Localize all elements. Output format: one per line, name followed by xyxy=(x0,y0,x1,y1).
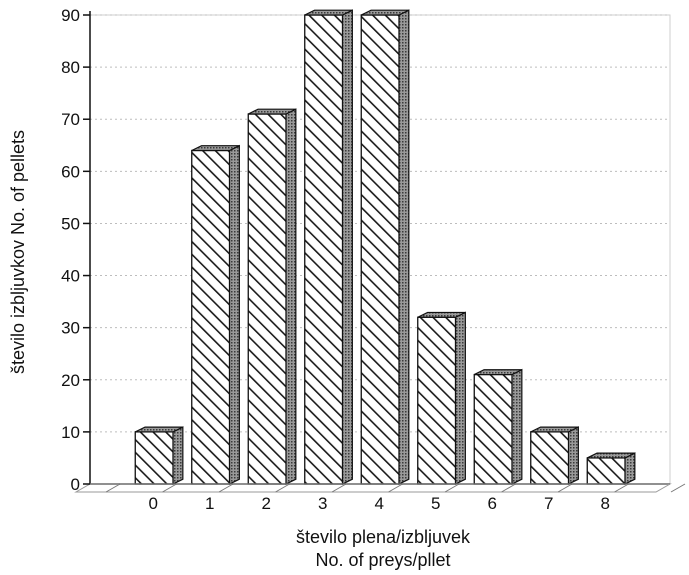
bar-face-2 xyxy=(247,113,287,485)
y-tick-label-70: 70 xyxy=(61,110,80,129)
x-tick-label-7: 7 xyxy=(544,494,553,513)
bar-side-2 xyxy=(285,108,297,485)
bar-side-5 xyxy=(454,311,466,485)
y-tick-label-40: 40 xyxy=(61,267,80,286)
y-tick-label-80: 80 xyxy=(61,58,80,77)
floor-tick xyxy=(557,483,573,493)
bar-top-3 xyxy=(304,9,353,16)
x-tick-labels: 0 1 2 3 4 5 6 7 8 xyxy=(149,494,610,513)
floor-tick xyxy=(275,483,290,493)
bar-top-1 xyxy=(191,145,240,152)
bar-7 xyxy=(530,426,579,485)
bar-face-4 xyxy=(360,14,400,485)
bar-8 xyxy=(586,452,636,485)
y-tick-label-0: 0 xyxy=(71,475,80,494)
bar-side-4 xyxy=(398,9,410,485)
floor-tick xyxy=(218,483,234,493)
floor-tick xyxy=(501,483,516,493)
floor-tick xyxy=(670,483,686,493)
y-axis-title: število izbljuvkov No. of pellets xyxy=(8,130,28,374)
floor-tick xyxy=(388,483,403,493)
bar-face-1 xyxy=(191,149,231,485)
bar-top-4 xyxy=(360,9,410,16)
bar-4 xyxy=(360,9,410,485)
y-tick-label-90: 90 xyxy=(61,6,80,25)
bar-6 xyxy=(473,368,523,485)
bar-1 xyxy=(191,144,240,485)
x-axis-title-line1: število plena/izbljuvek xyxy=(296,527,471,547)
axes xyxy=(74,11,686,493)
bar-top-5 xyxy=(417,311,466,318)
bar-face-0 xyxy=(134,431,174,485)
y-tick-label-60: 60 xyxy=(61,162,80,181)
x-tick-label-6: 6 xyxy=(488,494,497,513)
bar-top-7 xyxy=(530,426,579,433)
bar-0 xyxy=(134,426,184,485)
bar-face-8 xyxy=(586,457,626,485)
bar-side-7 xyxy=(567,426,579,485)
floor-tick xyxy=(444,483,460,493)
floor-tick xyxy=(105,483,121,493)
y-tick-label-50: 50 xyxy=(61,214,80,233)
y-tick-labels: 0 10 20 30 40 50 60 70 80 90 xyxy=(61,6,90,494)
x-tick-label-4: 4 xyxy=(375,494,384,513)
bar-top-0 xyxy=(134,426,184,433)
bar-top-2 xyxy=(247,108,297,115)
y-tick-label-20: 20 xyxy=(61,371,80,390)
bar-3 xyxy=(304,9,353,485)
floor-tick xyxy=(614,483,629,493)
bar-side-0 xyxy=(172,426,184,485)
floor-tick xyxy=(331,483,347,493)
bar-face-3 xyxy=(304,14,344,485)
y-tick-label-10: 10 xyxy=(61,423,80,442)
x-tick-label-3: 3 xyxy=(318,494,327,513)
bar-top-8 xyxy=(586,452,636,459)
x-tick-label-1: 1 xyxy=(205,494,214,513)
bar-top-6 xyxy=(473,369,523,376)
x-tick-label-5: 5 xyxy=(431,494,440,513)
bar-side-1 xyxy=(228,144,240,485)
floor-edge xyxy=(74,483,672,493)
x-tick-label-8: 8 xyxy=(601,494,610,513)
x-axis-title-line2: No. of preys/pllet xyxy=(315,550,450,570)
floor-tick xyxy=(162,483,177,493)
bar-2 xyxy=(247,108,297,485)
bar-5 xyxy=(417,311,466,485)
bar-side-3 xyxy=(341,9,353,485)
bar-face-5 xyxy=(417,316,457,485)
bars xyxy=(134,9,636,485)
x-tick-label-0: 0 xyxy=(149,494,158,513)
y-tick-label-30: 30 xyxy=(61,319,80,338)
bar-face-7 xyxy=(530,431,570,485)
bar-side-6 xyxy=(511,368,523,485)
x-tick-label-2: 2 xyxy=(262,494,271,513)
bar-face-6 xyxy=(473,373,513,485)
